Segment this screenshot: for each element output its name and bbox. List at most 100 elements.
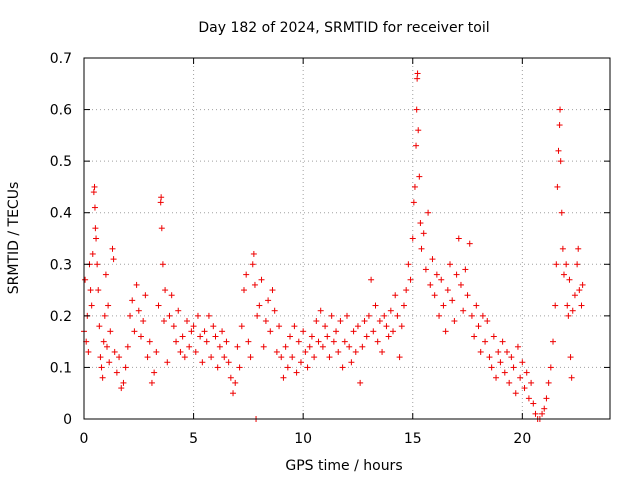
x-tick-label: 15 [404, 431, 422, 447]
data-point [219, 328, 226, 335]
data-point [289, 354, 296, 361]
data-point [155, 302, 162, 309]
data-point [394, 312, 401, 319]
data-point [514, 343, 521, 350]
data-point [579, 281, 586, 288]
data-point [383, 323, 390, 330]
data-point [541, 405, 548, 412]
data-point [451, 318, 458, 325]
data-point [555, 147, 562, 154]
data-point [177, 348, 184, 355]
data-point [116, 354, 123, 361]
data-point [442, 328, 449, 335]
data-point [521, 385, 528, 392]
data-point [468, 312, 475, 319]
data-point [146, 338, 153, 345]
y-tick-label: 0.4 [50, 206, 72, 222]
data-point [512, 390, 519, 397]
data-point [137, 333, 144, 340]
axis-ticks-layer: 0 5 10 15 20 0 0.1 0.2 0.3 0.4 0.5 0.6 0.7 [50, 51, 610, 447]
data-point [422, 266, 429, 273]
data-point [554, 183, 561, 190]
y-tick-label: 0 [63, 412, 72, 428]
data-point [265, 297, 272, 304]
data-point [449, 297, 456, 304]
data-point [324, 333, 331, 340]
data-point [317, 307, 324, 314]
data-point [560, 271, 567, 278]
data-point [387, 307, 394, 314]
data-point [363, 333, 370, 340]
data-point [528, 379, 535, 386]
data-point [415, 127, 422, 134]
data-point [519, 359, 526, 366]
data-point [326, 354, 333, 361]
data-point [390, 328, 397, 335]
data-point [444, 287, 451, 294]
y-tick-label: 0.2 [50, 309, 72, 325]
data-point [482, 338, 489, 345]
data-point [223, 338, 230, 345]
data-point [510, 364, 517, 371]
data-point [271, 307, 278, 314]
data-point [158, 194, 165, 201]
data-point [398, 323, 405, 330]
data-point [344, 312, 350, 319]
data-point [153, 348, 160, 355]
data-point [88, 302, 95, 309]
data-point [557, 106, 564, 113]
data-point [405, 261, 412, 268]
data-point [368, 276, 375, 283]
data-point [210, 323, 217, 330]
data-point [158, 225, 165, 232]
data-point [173, 338, 180, 345]
data-points-layer [81, 70, 586, 422]
data-point [420, 230, 427, 237]
data-point [170, 323, 177, 330]
data-point [293, 369, 300, 376]
data-point [135, 307, 142, 314]
data-point [361, 318, 368, 325]
data-point [374, 338, 381, 345]
data-point [447, 261, 454, 268]
data-point [350, 328, 357, 335]
data-point [111, 348, 118, 355]
data-point [166, 312, 173, 319]
data-point [525, 395, 532, 402]
data-point [102, 271, 109, 278]
data-point [575, 245, 582, 252]
data-point [457, 281, 464, 288]
data-point [348, 359, 355, 366]
data-point [427, 281, 434, 288]
data-point [392, 292, 399, 299]
data-point [559, 245, 566, 252]
data-point [160, 318, 167, 325]
data-point [91, 183, 98, 190]
data-point [225, 359, 232, 366]
data-point [212, 333, 219, 340]
chart-title: Day 182 of 2024, SRMTID for receiver toi… [198, 20, 489, 36]
data-point [82, 276, 89, 283]
data-point [477, 348, 484, 355]
data-point [410, 199, 417, 206]
data-point [545, 379, 552, 386]
data-point [151, 369, 158, 376]
data-point [568, 374, 575, 381]
data-point [354, 323, 361, 330]
x-tick-label: 10 [294, 431, 312, 447]
data-point [227, 374, 234, 381]
data-point [497, 359, 504, 366]
data-point [181, 354, 188, 361]
data-point [101, 312, 108, 319]
data-point [433, 271, 440, 278]
data-point [315, 338, 322, 345]
data-point [234, 343, 241, 350]
data-point [308, 333, 315, 340]
data-point [495, 348, 502, 355]
data-point [417, 220, 424, 227]
data-point [569, 307, 576, 314]
data-point [556, 122, 563, 129]
data-point [372, 302, 379, 309]
data-point [565, 312, 572, 319]
data-point [409, 235, 416, 242]
